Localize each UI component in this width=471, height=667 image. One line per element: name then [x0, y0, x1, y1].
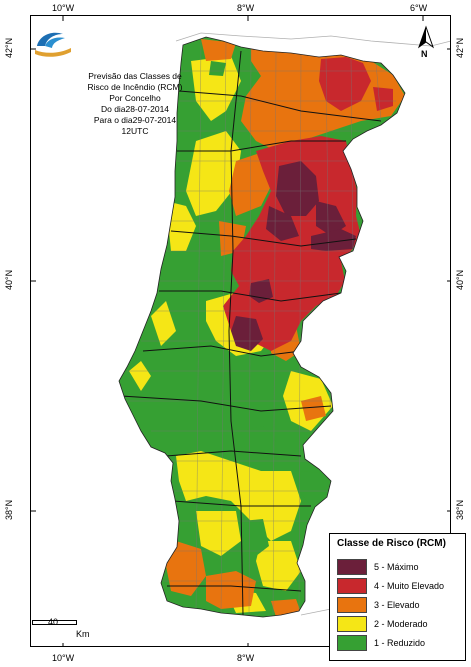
legend-item-moderado: 2 - Moderado [337, 616, 462, 634]
legend-item-maximo: 5 - Máximo [337, 559, 462, 577]
legend-swatch [337, 559, 367, 575]
lon-label-bottom-8w: 8°W [237, 653, 255, 663]
zone-reduzido-patches [209, 61, 326, 556]
legend-title: Classe de Risco (RCM) [337, 538, 446, 549]
legend-swatch [337, 597, 367, 613]
legend: Classe de Risco (RCM) 5 - Máximo 4 - Mui… [329, 533, 466, 661]
legend-item-elevado: 3 - Elevado [337, 597, 462, 615]
legend-swatch [337, 578, 367, 594]
title-line: Risco de Incêndio (RCM) [87, 82, 183, 92]
district-boundaries [120, 50, 382, 616]
north-label: N [421, 49, 428, 59]
north-arrow-icon [418, 25, 434, 49]
lon-label-top-8w: 8°W [237, 3, 255, 13]
legend-label: 2 - Moderado [374, 619, 428, 629]
lon-label-bottom-10w: 10°W [52, 653, 75, 663]
portugal-risk-map [31, 16, 450, 646]
lat-label-left-42n: 42°N [4, 37, 14, 58]
legend-swatch [337, 635, 367, 651]
lat-label-right-38n: 38°N [455, 499, 465, 520]
title-line: 12UTC [121, 126, 149, 136]
zone-maximo [231, 161, 356, 351]
lat-label-right-42n: 42°N [455, 37, 465, 58]
lat-label-right-40n: 40°N [455, 269, 465, 290]
legend-item-muito-elevado: 4 - Muito Elevado [337, 578, 462, 596]
ipma-logo [35, 32, 71, 57]
legend-label: 5 - Máximo [374, 562, 419, 572]
legend-swatch [337, 616, 367, 632]
legend-label: 3 - Elevado [374, 600, 420, 610]
scale-unit: Km [76, 629, 90, 639]
scale-value: 40 [48, 617, 59, 627]
lon-label-top-10w: 10°W [52, 3, 75, 13]
title-line: Por Concelho [109, 93, 161, 103]
lat-label-left-38n: 38°N [4, 499, 14, 520]
scale-bar [32, 620, 77, 625]
municipal-boundaries [127, 40, 401, 616]
title-line: Para o dia29-07-2014 [93, 115, 177, 125]
lat-label-left-40n: 40°N [4, 269, 14, 290]
title-line: Previsão das Classes de [88, 71, 182, 81]
legend-label: 1 - Reduzido [374, 638, 426, 648]
legend-label: 4 - Muito Elevado [374, 581, 445, 591]
lon-label-top-6w: 6°W [410, 3, 428, 13]
portugal-outline [118, 36, 406, 618]
title-line: Do dia28-07-2014 [100, 104, 170, 114]
legend-item-reduzido: 1 - Reduzido [337, 635, 462, 653]
map-title: Previsão das Classes de Risco de Incêndi… [50, 71, 220, 137]
